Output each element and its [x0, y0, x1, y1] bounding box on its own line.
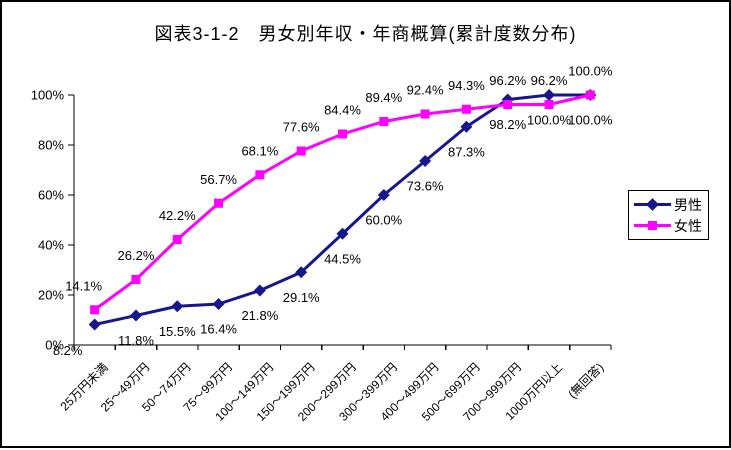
- data-label: 56.7%: [200, 172, 237, 187]
- y-axis-label: 40%: [38, 238, 64, 253]
- data-label: 21.8%: [241, 308, 278, 323]
- data-label: 15.5%: [159, 324, 196, 339]
- data-label: 100.0%: [527, 113, 572, 128]
- data-point-male: [336, 227, 349, 240]
- data-point-male: [253, 284, 266, 297]
- data-label: 44.5%: [324, 251, 361, 266]
- data-point-male: [295, 266, 308, 279]
- legend-item-male: 男性: [634, 195, 703, 214]
- data-label: 94.3%: [448, 78, 485, 93]
- data-label: 100.0%: [568, 64, 613, 79]
- data-point-female: [296, 146, 306, 156]
- legend-label-female: 女性: [674, 217, 702, 234]
- data-label: 68.1%: [241, 143, 278, 158]
- data-label: 8.2%: [53, 343, 83, 358]
- data-label: 87.3%: [448, 144, 485, 159]
- data-point-female: [214, 198, 224, 208]
- data-point-male: [129, 309, 142, 322]
- data-label: 60.0%: [365, 213, 402, 228]
- x-axis-category-label: (無回答): [565, 360, 607, 402]
- y-axis-label: 60%: [38, 188, 64, 203]
- chart-title: 図表3-1-2 男女別年収・年商概算(累計度数分布): [154, 24, 577, 44]
- data-label: 16.4%: [200, 322, 237, 337]
- data-point-male: [212, 298, 225, 310]
- legend: 男性 女性: [628, 190, 709, 240]
- legend-item-female: 女性: [634, 216, 703, 235]
- data-label: 98.2%: [489, 117, 526, 132]
- data-point-male: [377, 189, 390, 201]
- data-label: 73.6%: [407, 179, 444, 194]
- data-label: 11.8%: [118, 333, 154, 348]
- data-point-female: [544, 100, 554, 109]
- data-point-female: [379, 117, 389, 126]
- data-point-female: [255, 170, 265, 180]
- data-label: 84.4%: [324, 103, 361, 118]
- data-label: 100.0%: [568, 113, 613, 128]
- data-label: 29.1%: [283, 290, 320, 305]
- female-series-marker-icon: [634, 219, 671, 232]
- data-point-male: [88, 318, 101, 331]
- y-axis-label: 0%: [45, 338, 64, 353]
- data-label: 96.2%: [489, 73, 526, 88]
- data-point-female: [338, 129, 347, 139]
- data-label: 14.1%: [65, 278, 102, 293]
- male-series-marker-icon: [634, 198, 671, 211]
- data-point-female: [131, 275, 141, 284]
- data-point-male: [460, 120, 473, 133]
- data-point-female: [172, 235, 182, 244]
- data-point-male: [171, 300, 184, 313]
- data-label: 89.4%: [365, 90, 402, 105]
- data-point-male: [419, 155, 432, 167]
- data-point-female: [90, 305, 100, 315]
- legend-label-male: 男性: [674, 196, 702, 213]
- data-point-female: [461, 104, 471, 114]
- y-axis-label: 20%: [38, 288, 64, 303]
- y-axis-label: 100%: [31, 88, 65, 103]
- data-label: 26.2%: [118, 248, 155, 263]
- data-point-female: [420, 109, 430, 119]
- data-label: 77.6%: [283, 120, 320, 135]
- data-label: 96.2%: [531, 73, 568, 88]
- data-label: 42.2%: [159, 208, 196, 223]
- data-point-male: [543, 89, 556, 101]
- data-point-female: [585, 90, 595, 100]
- data-point-female: [503, 100, 513, 109]
- y-axis-label: 80%: [38, 138, 64, 153]
- data-label: 92.4%: [407, 83, 444, 98]
